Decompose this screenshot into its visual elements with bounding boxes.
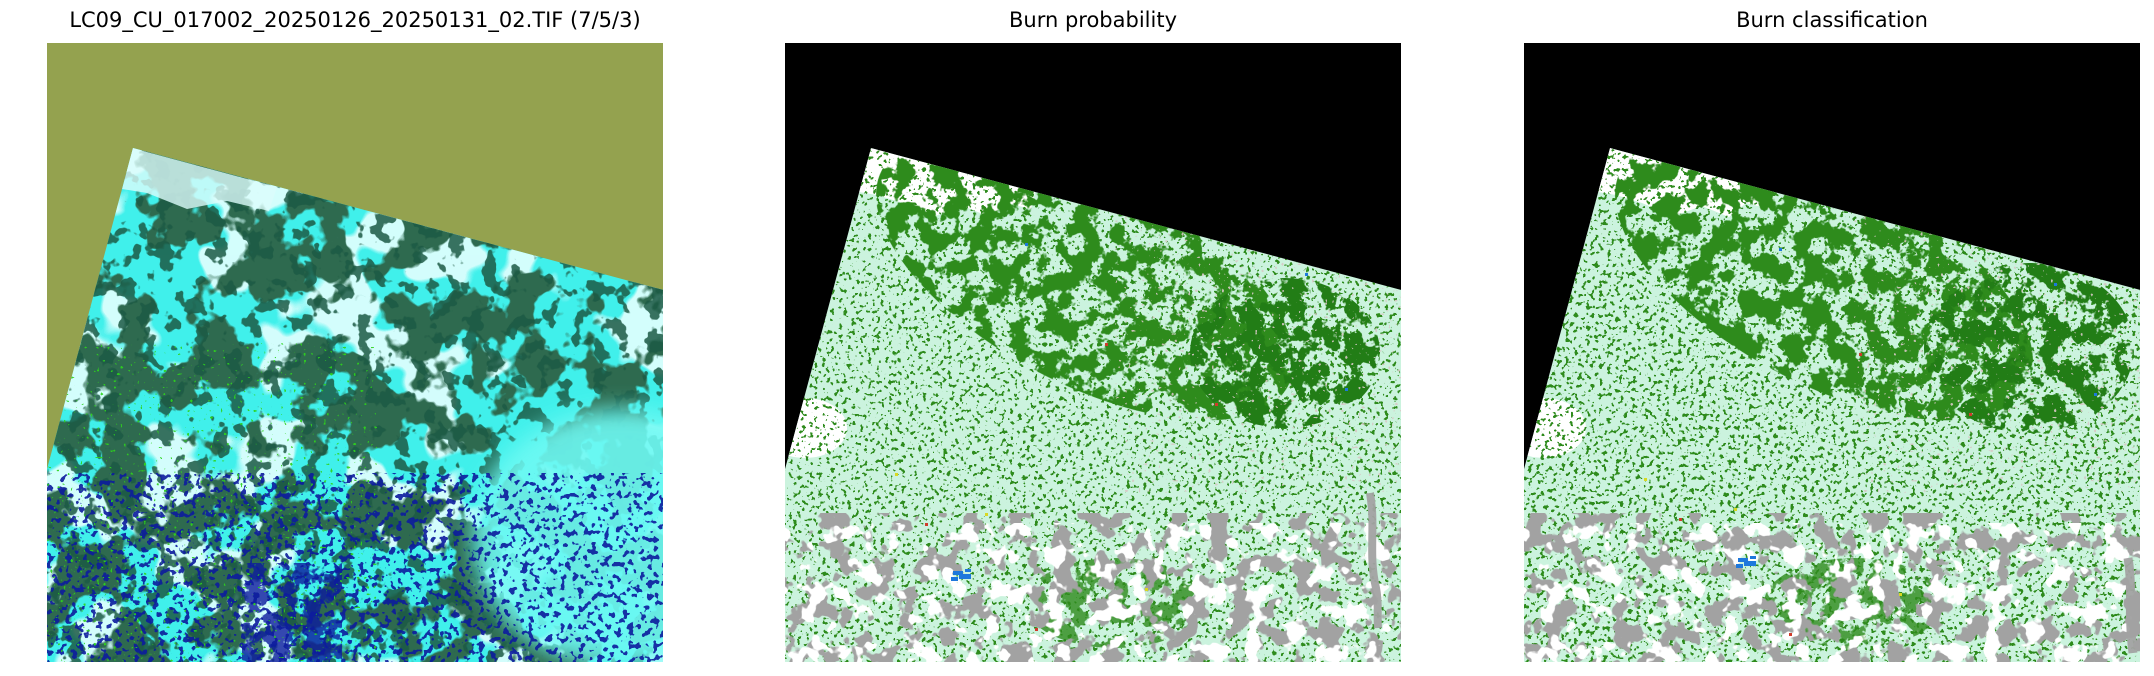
composite-edge-haze [122,148,277,211]
burn-classification-panel [1524,43,2140,662]
composite-lime-speck-layer [47,343,377,662]
burn-classification-scene [1524,148,2140,662]
burn-classification-title: Burn classification [1736,8,1928,32]
composite-panel [47,43,663,662]
classification-yellow-specks [1644,478,1902,596]
classification-cloud-white-layer [1524,523,2140,662]
classification-water-cluster [1736,556,1756,568]
burn-probability-scene [785,148,1401,662]
burn-probability-title: Burn probability [1008,8,1177,32]
probability-gray-sliver [1366,492,1382,629]
probability-yellow-specks [895,473,1148,591]
classification-red-specks [1679,353,1972,636]
probability-water-cluster [951,569,971,581]
burn-probability-panel [785,43,1401,662]
probability-cloud-white-layer [785,523,1401,662]
classification-gray-sliver [2123,557,2138,654]
composite-title: LC09_CU_017002_20250126_20250131_02.TIF … [69,8,641,32]
probability-red-specks [925,343,1218,631]
